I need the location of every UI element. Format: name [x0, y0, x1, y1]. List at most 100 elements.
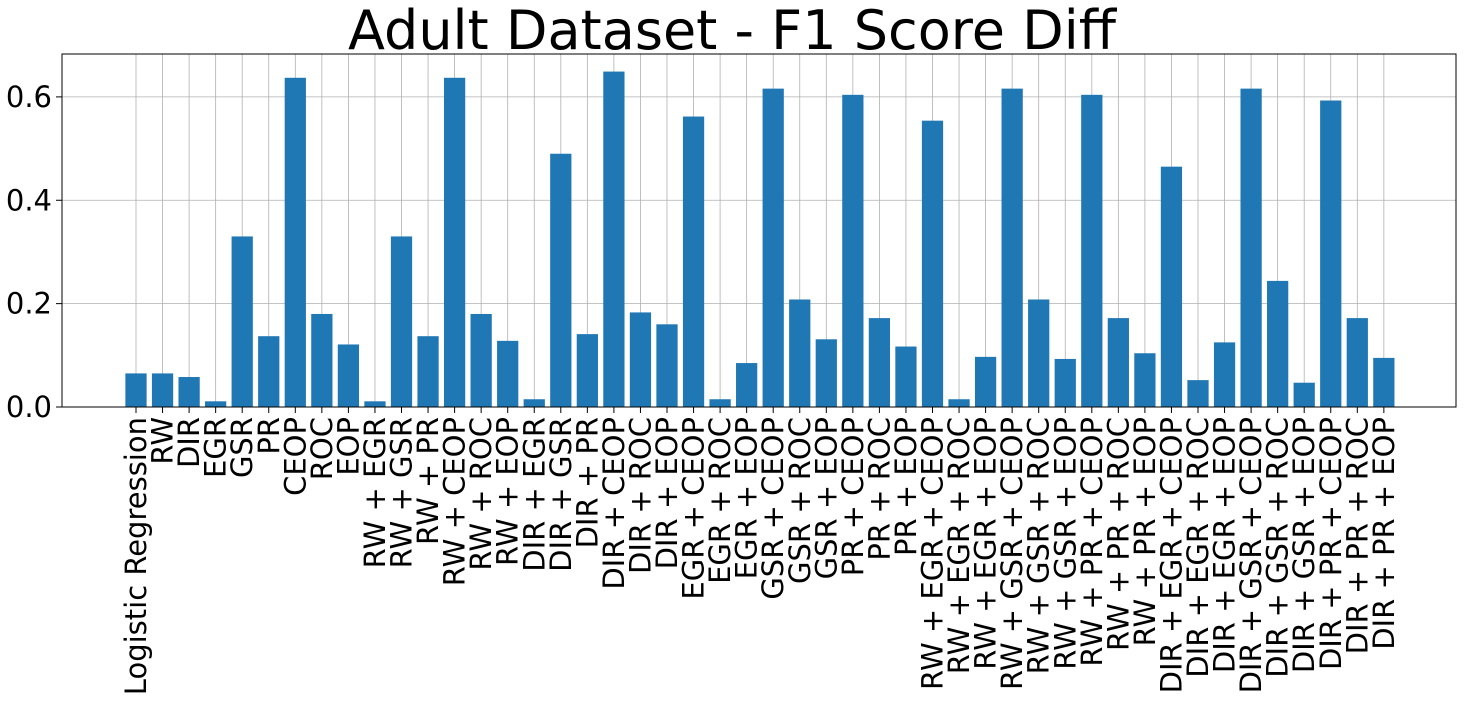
bar — [497, 340, 519, 407]
x-tick-label: DIR + CEOP — [597, 417, 631, 590]
bar — [656, 324, 678, 407]
bar — [417, 336, 439, 407]
bar — [1213, 342, 1236, 407]
bar — [682, 116, 705, 407]
bar — [231, 236, 253, 407]
x-tick-label: DIR + EGR + EOP — [1208, 417, 1242, 673]
bar — [1081, 94, 1103, 407]
x-tick-label: EGR — [199, 417, 233, 478]
x-tick-label: RW — [146, 417, 180, 465]
bar — [337, 344, 360, 407]
bar — [364, 401, 386, 407]
bar — [470, 313, 492, 407]
x-tick-label: DIR + PR + EOP — [1367, 417, 1401, 650]
x-axis: Logistic RegressionRWDIREGRGSRPRCEOPROCE… — [119, 407, 1401, 695]
x-tick-label: DIR + GSR — [544, 417, 578, 572]
x-tick-label: RW + EOP — [491, 417, 525, 566]
bar — [789, 299, 811, 407]
x-tick-label: PR + CEOP — [836, 417, 870, 576]
bar — [1187, 380, 1209, 407]
bar — [576, 334, 598, 407]
bar — [709, 399, 731, 407]
x-tick-label: EGR + CEOP — [677, 417, 711, 600]
bar — [1107, 318, 1129, 407]
x-tick-label: RW + PR + EOP — [1128, 417, 1162, 646]
y-tick-label: 0.2 — [6, 287, 52, 321]
x-tick-label: RW + EGR + CEOP — [916, 417, 950, 690]
x-tick-label: EGR + EOP — [730, 417, 764, 579]
x-tick-label: CEOP — [278, 417, 312, 496]
x-tick-label: GSR + CEOP — [756, 417, 790, 600]
bar — [1160, 166, 1183, 407]
bar — [284, 77, 306, 407]
x-tick-label: RW + ROC — [464, 417, 498, 571]
bar — [815, 339, 837, 407]
x-tick-label: RW + PR + ROC — [1101, 417, 1135, 651]
x-tick-label: GSR + ROC — [783, 417, 817, 584]
bar — [205, 401, 227, 407]
x-tick-label: DIR + GSR + EOP — [1287, 417, 1321, 673]
bar — [258, 336, 280, 407]
bar — [948, 399, 970, 407]
y-tick-label: 0.6 — [6, 80, 52, 114]
bar — [1293, 382, 1315, 407]
bar — [1240, 88, 1262, 407]
bar — [974, 356, 997, 407]
x-tick-label: RW + PR + CEOP — [1075, 417, 1109, 667]
x-tick-label: DIR + ROC — [623, 417, 657, 574]
x-tick-label: RW + GSR — [385, 417, 419, 568]
x-tick-label: RW + EGR — [358, 417, 392, 568]
x-tick-label: DIR + GSR + CEOP — [1234, 417, 1268, 693]
bar — [1134, 353, 1156, 407]
x-tick-label: DIR + EGR — [517, 417, 551, 572]
bar — [629, 312, 652, 407]
bar — [1320, 100, 1342, 407]
x-tick-label: RW + EGR + ROC — [942, 417, 976, 674]
bars — [125, 71, 1395, 408]
x-tick-label: EOP — [331, 417, 365, 476]
x-tick-label: GSR + EOP — [809, 417, 843, 579]
bar — [1267, 280, 1289, 407]
bar — [1001, 88, 1023, 407]
x-tick-label: Logistic Regression — [119, 417, 153, 695]
bar — [311, 313, 333, 407]
x-tick-label: RW + PR — [411, 417, 445, 545]
x-tick-label: PR + EOP — [889, 417, 923, 556]
bar — [390, 236, 413, 407]
y-tick-label: 0.4 — [6, 183, 52, 217]
bar — [550, 153, 572, 407]
bar — [895, 346, 917, 407]
x-tick-label: DIR + EGR + CEOP — [1154, 417, 1188, 693]
bar — [125, 373, 147, 407]
x-tick-label: EGR + ROC — [703, 417, 737, 584]
bar — [603, 71, 625, 407]
x-tick-label: RW + GSR + CEOP — [995, 417, 1029, 690]
bar — [178, 377, 200, 407]
bar — [1028, 299, 1050, 407]
x-tick-label: ROC — [305, 417, 339, 480]
x-tick-label: PR — [252, 417, 286, 455]
x-tick-label: DIR + PR + ROC — [1340, 417, 1374, 654]
x-tick-label: DIR + EGR + ROC — [1181, 417, 1215, 678]
bar — [762, 88, 784, 407]
chart-title: Adult Dataset - F1 Score Diff — [348, 0, 1116, 62]
bar — [1054, 358, 1076, 407]
y-tick-label: 0.0 — [6, 390, 52, 424]
x-tick-label: DIR + GSR + ROC — [1261, 417, 1295, 678]
x-tick-label: DIR — [172, 417, 206, 468]
x-tick-label: RW + CEOP — [438, 417, 472, 586]
bar — [921, 120, 944, 408]
x-tick-label: RW + EGR + EOP — [969, 417, 1003, 670]
plot-frame — [61, 53, 1457, 408]
x-tick-label: DIR + PR + CEOP — [1314, 417, 1348, 670]
y-axis: 0.0 0.2 0.4 0.6 — [6, 80, 62, 424]
x-tick-label: RW + GSR + EOP — [1048, 417, 1082, 670]
bar — [443, 77, 466, 407]
x-tick-label: GSR — [225, 417, 259, 478]
x-tick-label: PR + ROC — [862, 417, 896, 561]
x-tick-label: RW + GSR + ROC — [1022, 417, 1056, 674]
bar — [523, 399, 545, 407]
bar — [868, 318, 891, 407]
bar — [1373, 357, 1395, 407]
